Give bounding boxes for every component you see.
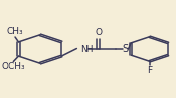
Text: OCH₃: OCH₃	[2, 63, 25, 71]
Text: CH₃: CH₃	[7, 27, 23, 36]
Text: F: F	[147, 66, 152, 75]
Text: NH: NH	[80, 44, 93, 54]
Text: S: S	[123, 44, 129, 54]
Text: O: O	[95, 28, 102, 37]
